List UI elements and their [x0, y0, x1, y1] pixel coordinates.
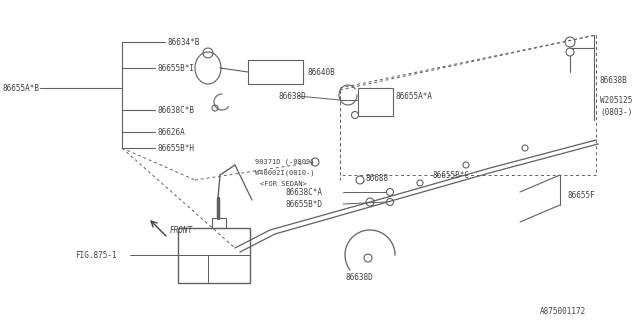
Text: 86638C*B: 86638C*B	[157, 106, 194, 115]
Text: 86655B*H: 86655B*H	[157, 143, 194, 153]
Text: 86626A: 86626A	[157, 127, 185, 137]
Text: W205125: W205125	[600, 95, 632, 105]
Bar	[208, 255, 250, 283]
Bar	[178, 228, 250, 283]
Text: 86655B*C: 86655B*C	[432, 171, 469, 180]
Text: 86655B*D: 86655B*D	[285, 199, 322, 209]
Text: <FOR SEDAN>: <FOR SEDAN>	[260, 181, 307, 187]
Text: (0803-): (0803-)	[600, 108, 632, 116]
Text: 86638C*A: 86638C*A	[285, 188, 322, 196]
Bar	[248, 60, 303, 84]
Text: 86640B: 86640B	[307, 68, 335, 76]
Text: 86638B: 86638B	[600, 76, 628, 84]
Text: 86655A*A: 86655A*A	[395, 92, 432, 100]
Bar	[358, 88, 393, 116]
Text: W40002I(0810-): W40002I(0810-)	[255, 170, 314, 176]
Text: A875001172: A875001172	[540, 308, 586, 316]
Text: FRONT: FRONT	[170, 226, 193, 235]
Text: 86638D: 86638D	[345, 273, 372, 282]
Bar	[178, 255, 208, 283]
Text: 86655A*B: 86655A*B	[2, 84, 39, 92]
Text: 86688: 86688	[365, 173, 388, 182]
Text: 86655B*I: 86655B*I	[157, 63, 194, 73]
Text: 86634*B: 86634*B	[167, 37, 200, 46]
Text: FIG.875-1: FIG.875-1	[75, 251, 116, 260]
Text: 90371D (-0809): 90371D (-0809)	[255, 159, 314, 165]
Text: 86638D: 86638D	[278, 92, 306, 100]
Text: 86655F: 86655F	[568, 190, 596, 199]
